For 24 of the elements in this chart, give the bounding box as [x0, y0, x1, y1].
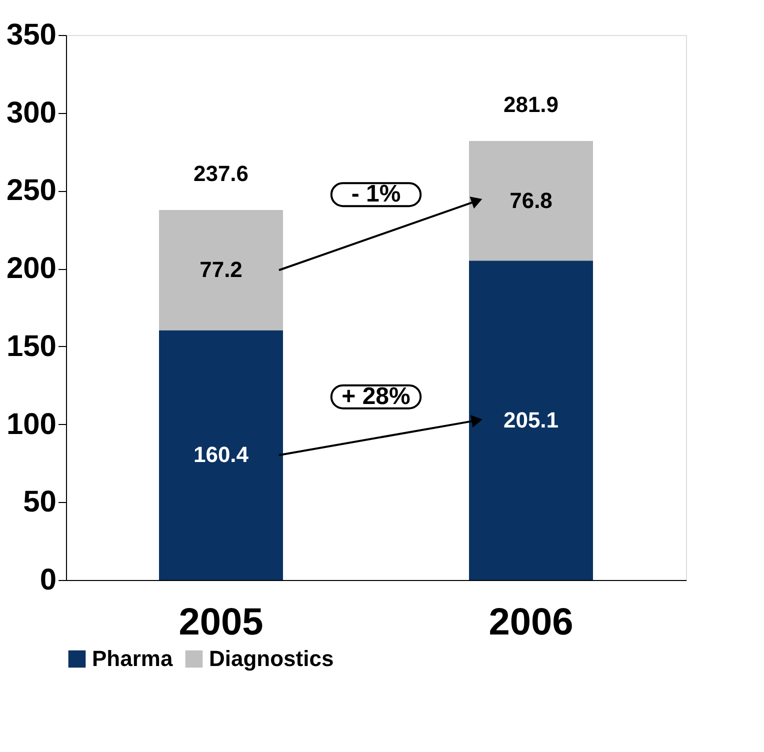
- bar: [469, 260, 593, 580]
- y-tick-label: 200: [6, 252, 56, 286]
- total-label: 237.6: [193, 161, 249, 186]
- data-label: 76.8: [510, 188, 552, 213]
- data-label: 77.2: [200, 257, 242, 282]
- y-tick-label: 300: [6, 96, 56, 130]
- y-tick-label: 100: [6, 408, 56, 441]
- annotation: + 28%: [342, 382, 410, 410]
- y-tick-label: 250: [6, 174, 56, 208]
- data-label: 205.1: [503, 407, 559, 432]
- y-tick-label: 50: [23, 486, 56, 519]
- annotation: - 1%: [351, 180, 401, 208]
- data-label: 160.4: [193, 442, 250, 468]
- bar: [469, 141, 593, 261]
- x-tick-label: 2006: [488, 602, 574, 644]
- x-tick-label: 2005: [178, 602, 264, 644]
- bar: [159, 210, 283, 330]
- legend-label: Pharma: [92, 646, 174, 671]
- bar: [159, 330, 283, 580]
- y-tick-label: 150: [6, 330, 56, 363]
- y-tick-label: 0: [40, 564, 56, 596]
- y-tick-label: 350: [6, 18, 56, 52]
- legend-label: Diagnostics: [209, 646, 334, 671]
- total-label: 281.9: [503, 92, 559, 118]
